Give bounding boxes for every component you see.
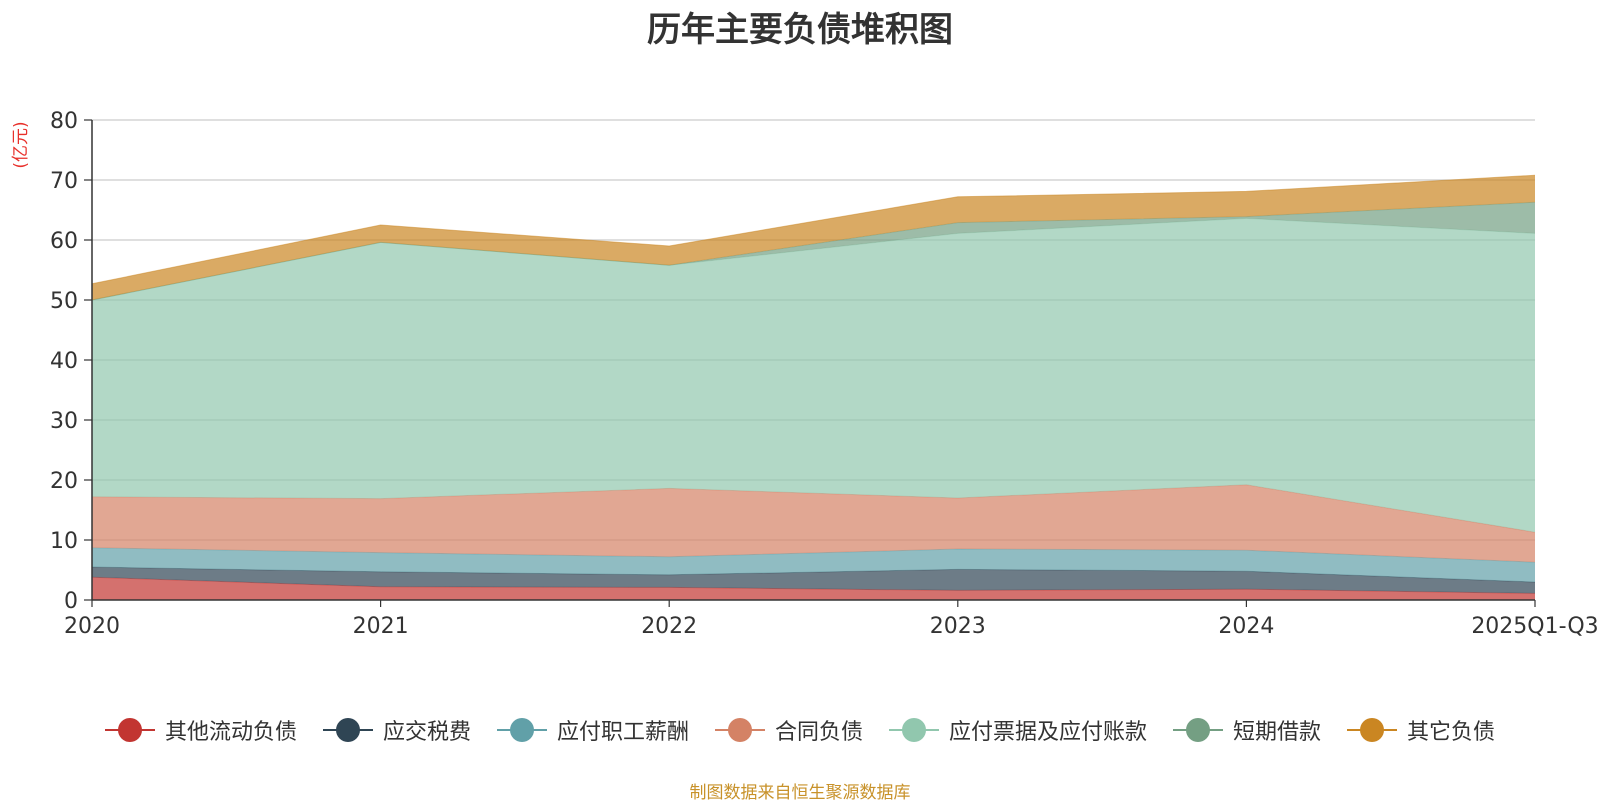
x-tick-label: 2022 [641, 614, 697, 639]
legend-item[interactable]: 应交税费 [322, 714, 471, 746]
legend-marker-icon [496, 718, 547, 742]
y-tick-label: 70 [50, 169, 78, 194]
area-2 [92, 547, 1535, 582]
y-tick-label: 30 [50, 409, 78, 434]
area-edge-2 [91, 547, 1536, 563]
series-6 [91, 173, 1537, 300]
legend-label: 应交税费 [382, 720, 471, 745]
x-tick-label: 2021 [353, 614, 409, 639]
legend-item[interactable]: 其它负债 [1347, 714, 1495, 746]
y-tick-label: 40 [50, 349, 78, 374]
y-tick-label: 20 [50, 469, 78, 494]
x-tick-label: 2024 [1218, 614, 1274, 639]
legend-item[interactable]: 合同负债 [714, 714, 863, 746]
legend-item[interactable]: 其他流动负债 [104, 714, 297, 746]
legend-label: 其它负债 [1407, 720, 1496, 745]
area-1 [92, 567, 1535, 594]
x-tick-label: 2025Q1-Q3 [1471, 614, 1598, 639]
area-0 [92, 577, 1535, 600]
legend-label: 合同负债 [774, 720, 863, 745]
legend-marker-icon [104, 718, 155, 742]
chart-title: 历年主要负债堆积图 [647, 10, 953, 50]
legend-item[interactable]: 应付票据及应付账款 [889, 714, 1147, 746]
area-3 [92, 484, 1535, 563]
legend-label: 其他流动负债 [164, 720, 297, 745]
legend-marker-icon [889, 718, 939, 742]
legend-label: 应付票据及应付账款 [949, 720, 1148, 745]
y-tick-label: 10 [50, 529, 78, 554]
series-4 [91, 217, 1536, 533]
legend: 其他流动负债 应交税费 应付职工薪酬 合同负债 应付票据及应付账款 短期借款 其它负债 [0, 714, 1600, 746]
legend-item[interactable]: 短期借款 [1173, 714, 1321, 746]
legend-label: 短期借款 [1233, 720, 1322, 745]
data-point [379, 223, 383, 227]
y-axis-label: (亿元) [11, 121, 31, 168]
legend-item[interactable]: 应付职工薪酬 [496, 714, 689, 746]
area-edge-6 [91, 174, 1536, 285]
tick-labels: 0 10 20 30 40 50 60 70 80 2020 2021 2022 2023 2024 202… [50, 109, 1599, 639]
legend-marker-icon [1173, 718, 1224, 742]
data-point [1533, 173, 1537, 177]
x-tick-label: 2023 [930, 614, 986, 639]
legend-marker-icon [714, 718, 765, 742]
legend-marker-icon [322, 718, 373, 742]
x-tick-label: 2020 [64, 614, 120, 639]
area-5 [92, 202, 1535, 300]
series-2 [91, 547, 1536, 582]
y-tick-label: 80 [50, 109, 78, 134]
y-tick-label: 50 [50, 289, 78, 314]
legend-label: 应付职工薪酬 [556, 720, 689, 745]
source-note: 制图数据来自恒生聚源数据库 [689, 783, 911, 803]
area-6 [92, 175, 1535, 300]
area-4 [92, 218, 1535, 533]
area-series [91, 173, 1537, 600]
y-tick-label: 60 [50, 229, 78, 254]
data-point [667, 244, 671, 248]
legend-marker-icon [1347, 718, 1398, 742]
data-point [1244, 189, 1248, 193]
data-point [956, 195, 960, 199]
y-tick-label: 0 [64, 589, 78, 614]
